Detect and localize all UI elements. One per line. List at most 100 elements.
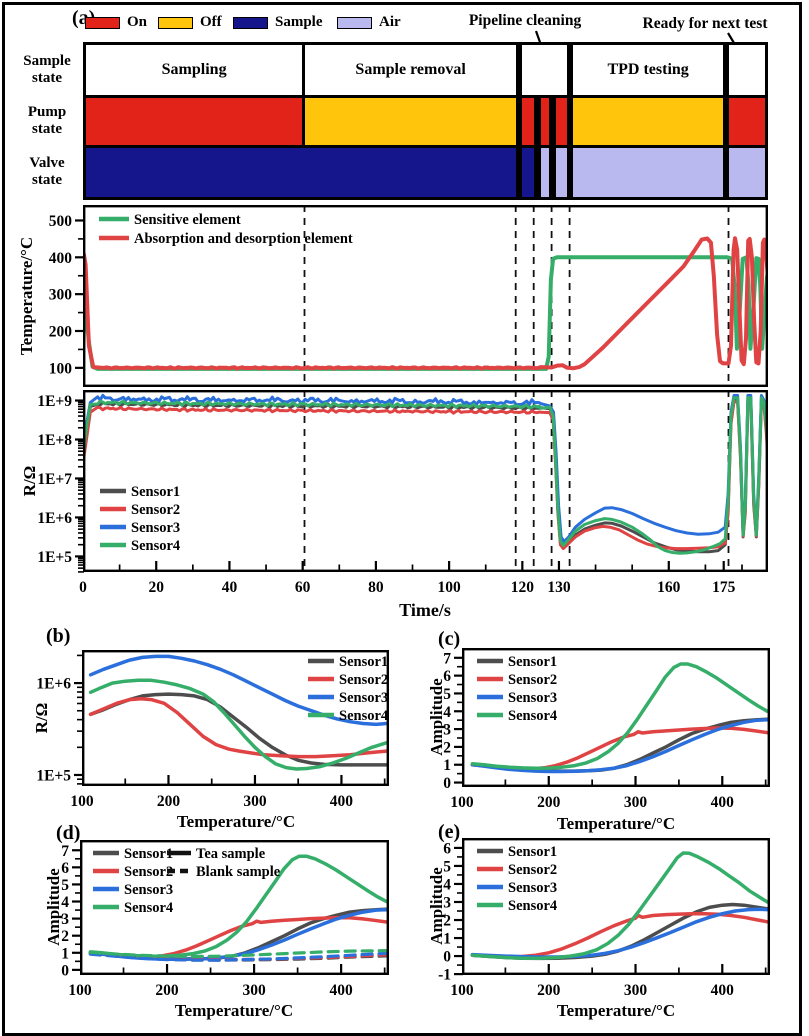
legend-label: Sensor3: [131, 520, 180, 536]
x-tick-label: 400: [330, 982, 354, 999]
pump-state-segment: [521, 98, 535, 145]
panel-b-x-title: Temperature/°C: [176, 812, 296, 831]
y-tick-label: 1E+6: [37, 510, 72, 527]
y-tick-label: 1E+7: [37, 471, 72, 488]
y-tick-label: 0: [443, 949, 451, 966]
y-tick-label: 2: [443, 739, 451, 756]
plot-border: [83, 390, 768, 573]
legend-label: Sensor3: [508, 880, 557, 896]
sample-state-segment: Sample removal: [305, 45, 516, 95]
pump-state-segment: [573, 98, 724, 145]
x-tick-label: 100: [70, 793, 94, 810]
x-tick-label: 100: [68, 982, 92, 999]
off-swatch: [158, 16, 193, 29]
pump-state-segment: [86, 98, 303, 145]
legend-label: Sensor4: [508, 708, 557, 724]
temp-legend: Sensitive element Absorption and desorpti…: [99, 212, 353, 247]
y-tick-label: 4: [61, 894, 69, 911]
legend-label: Sensor3: [339, 690, 388, 706]
series-sensor2: [470, 726, 770, 771]
plot-border: [462, 838, 771, 976]
sample-state-segment: TPD testing: [573, 45, 724, 95]
row-label-valve-state: Valve state: [29, 155, 65, 189]
valve-state-segment: [729, 148, 765, 197]
legend-label: Sensor2: [508, 862, 557, 878]
y-tick-label: 300: [49, 287, 73, 304]
res-legend: Sensor1 Sensor2 Sensor3 Sensor4: [100, 484, 180, 554]
state-legend-item-air: Air: [337, 14, 401, 31]
y-tick-label: 7: [443, 650, 451, 667]
state-legend-label: Off: [200, 14, 222, 30]
y-tick-label: 6: [443, 840, 451, 857]
plot-border: [83, 205, 768, 388]
y-tick-label: 4: [443, 704, 451, 721]
state-timeline-bars: Sampling Sample removal TPD testing: [83, 42, 768, 200]
sample-state-segment: [729, 45, 765, 95]
y-tick-label: 1: [443, 757, 451, 774]
plot-border: [462, 648, 771, 788]
x-tick-label: 200: [155, 982, 179, 999]
panel-d-label: (d): [56, 822, 81, 844]
row-label-pump-state: Pump state: [27, 104, 67, 138]
sample-swatch: [233, 16, 268, 29]
panel-e-x-title: Temperature/°C: [556, 1001, 676, 1020]
panel-c-label: (c): [438, 628, 461, 650]
x-tick-label: 200: [157, 793, 181, 810]
y-tick-label: 1E+5: [36, 767, 71, 784]
sample-state-segment: Sampling: [86, 45, 303, 95]
panel-b-y-title: R/Ω: [32, 702, 51, 734]
chart-temperature: 100 200 300 400 500 Sensitive element Absorpti…: [49, 205, 768, 388]
legend-label: Sensor1: [131, 484, 180, 500]
x-tick-label: 300: [624, 982, 648, 999]
y-tick-label: 100: [49, 360, 73, 377]
legend-label: Sensor1: [339, 654, 388, 670]
series-absorption-element: [83, 236, 768, 371]
plot-border: [82, 650, 390, 787]
x-tick-label: 400: [711, 982, 735, 999]
x-tick-label: 20: [148, 579, 164, 596]
y-tick-label: 1: [61, 945, 69, 962]
y-tick-label: 500: [49, 213, 73, 230]
y-tick-label: 200: [49, 324, 73, 341]
temperature-axis-title: Temperature/°C: [17, 236, 36, 356]
y-tick-label: 6: [443, 668, 451, 685]
chart-b-resistance-vs-temperature: 100 200 300 4001E+51E+6Sensor1Sensor2Sensor…: [36, 650, 390, 810]
amp_d-legend2: Tea sample Blank sample: [167, 846, 281, 880]
state-legend-item-off: Off: [158, 14, 222, 31]
amp_d-legend: Sensor1 Sensor2 Sensor3 Sensor4: [93, 846, 173, 916]
panel-d-x-title: Temperature/°C: [174, 1001, 294, 1020]
valve-state-segment: [86, 148, 516, 197]
y-tick-label: 4: [443, 876, 451, 893]
series-tea-sensor2: [88, 915, 389, 959]
annotation-ready-next-test: Ready for next test: [642, 15, 768, 32]
y-tick-label: 0: [443, 775, 451, 792]
series-sensor4: [88, 678, 389, 771]
legend-label: Sensor2: [124, 864, 173, 880]
rb-legend: Sensor1 Sensor2 Sensor3 Sensor4: [308, 654, 388, 724]
amp_e-legend: Sensor1 Sensor2 Sensor3 Sensor4: [477, 844, 557, 914]
state-legend-label: Sample: [275, 14, 323, 30]
series-sensor3: [470, 718, 770, 774]
y-tick-label: 400: [49, 250, 73, 267]
pump-state-segment: [541, 98, 549, 145]
y-tick-label: 2: [443, 913, 451, 930]
valve-state-segment: [573, 148, 724, 197]
series-tea-sensor3: [88, 907, 389, 962]
x-tick-label: 300: [242, 982, 266, 999]
series-sensor3: [88, 654, 389, 727]
valve-state-segment: [521, 148, 535, 197]
series-sensor1: [83, 399, 768, 554]
legend-label: Sensor2: [339, 672, 388, 688]
y-tick-label: 5: [443, 686, 451, 703]
x-tick-label: 400: [711, 794, 735, 811]
state-legend-label: Air: [379, 14, 401, 30]
legend-label: Blank sample: [196, 864, 281, 880]
y-tick-label: 6: [61, 860, 69, 877]
legend-label: Sensor1: [508, 654, 557, 670]
x-tick-label: 100: [450, 982, 474, 999]
y-tick-label: 3: [443, 722, 451, 739]
x-tick-label: 100: [450, 794, 474, 811]
y-tick-label: 3: [443, 894, 451, 911]
